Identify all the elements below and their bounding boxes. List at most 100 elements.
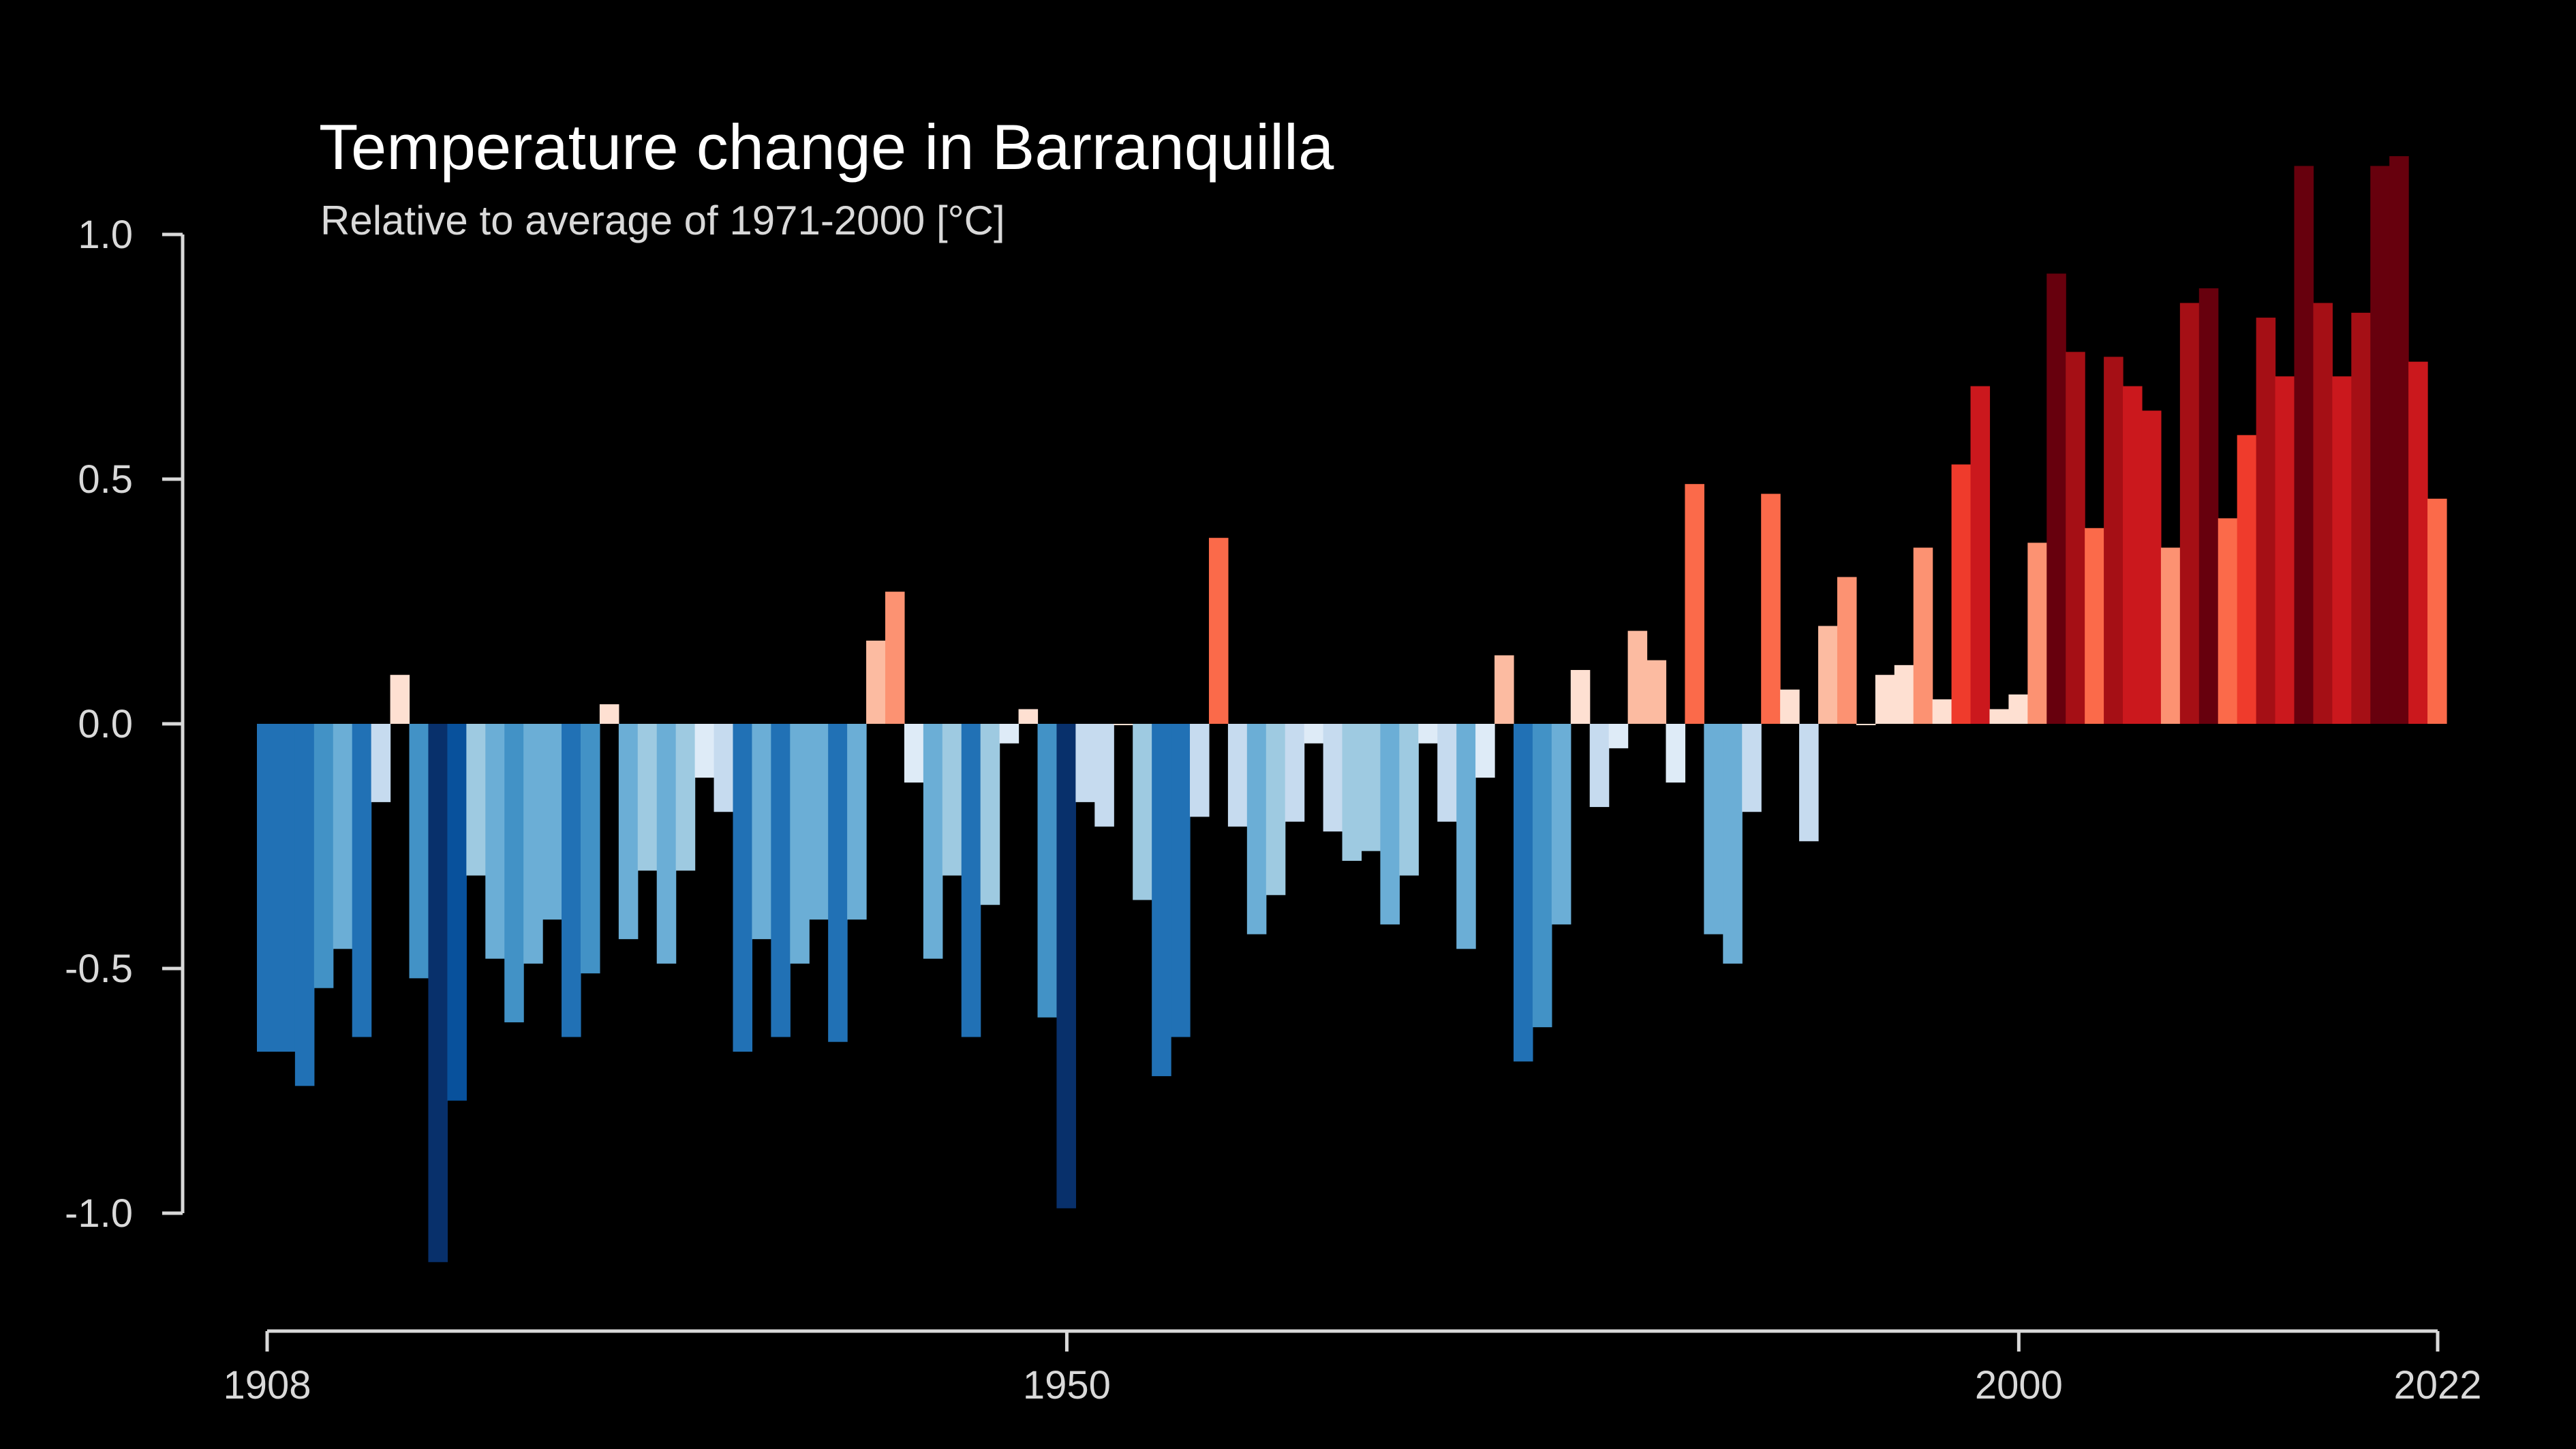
bar-1908	[257, 724, 277, 1052]
bar-1956	[1171, 724, 1191, 1037]
bar-1953	[1114, 724, 1133, 725]
bar-1979	[1608, 724, 1629, 748]
x-tick-label: 2000	[1975, 1363, 2063, 1407]
bar-1998	[1970, 386, 1991, 724]
bar-1923	[542, 724, 562, 920]
bar-1915	[390, 675, 410, 724]
bar-1991	[1837, 577, 1857, 724]
bar-1928	[637, 724, 658, 871]
bar-1990	[1818, 626, 1838, 724]
bar-1988	[1780, 689, 1800, 724]
bar-1943	[923, 724, 943, 959]
bar-1964	[1323, 724, 1343, 832]
bar-1946	[980, 724, 1000, 905]
bar-2022	[2427, 498, 2447, 724]
bar-1958	[1208, 538, 1229, 724]
bar-2018	[2351, 312, 2371, 724]
bar-2001	[2027, 543, 2047, 724]
x-tick-label: 1908	[223, 1363, 311, 1407]
bars-group	[257, 156, 2447, 1262]
bar-1978	[1589, 724, 1610, 808]
bar-1924	[562, 724, 581, 1037]
bar-2019	[2370, 166, 2390, 724]
x-tick-label: 2022	[2393, 1363, 2481, 1407]
bar-2004	[2085, 528, 2104, 724]
bar-1997	[1951, 464, 1972, 724]
bar-1930	[675, 724, 696, 871]
bar-2002	[2046, 273, 2066, 724]
bar-1972	[1475, 724, 1495, 778]
bar-1982	[1666, 724, 1686, 783]
bar-2017	[2332, 376, 2352, 724]
bar-1981	[1646, 660, 1667, 724]
x-axis: 1908 1950 2000 2022	[223, 1329, 2482, 1407]
bar-1929	[656, 724, 677, 964]
bar-1984	[1704, 724, 1723, 934]
bar-1938	[828, 724, 848, 1042]
bar-1947	[999, 724, 1019, 744]
bar-1944	[942, 724, 962, 876]
y-tick-label: 1.0	[78, 213, 133, 257]
bar-1968	[1399, 724, 1419, 876]
bar-1942	[904, 724, 924, 783]
bar-1918	[447, 724, 467, 1101]
bar-1951	[1075, 724, 1095, 802]
bar-1963	[1304, 724, 1324, 744]
bar-2007	[2141, 410, 2162, 724]
bar-1931	[694, 724, 715, 778]
bar-2011	[2218, 518, 2238, 724]
y-tick-label: 0.0	[78, 702, 133, 746]
bar-1967	[1380, 724, 1400, 925]
bar-1912	[333, 724, 353, 949]
bar-1996	[1932, 699, 1952, 724]
bar-1966	[1361, 724, 1381, 851]
bar-1994	[1894, 665, 1914, 724]
bar-1939	[847, 724, 867, 920]
bar-1911	[313, 724, 334, 988]
y-tick-label: -1.0	[65, 1191, 133, 1236]
y-tick-label: -0.5	[65, 947, 133, 991]
bar-1926	[599, 704, 619, 724]
bar-1941	[885, 592, 905, 724]
bar-1974	[1513, 724, 1533, 1062]
y-axis: 1.0 0.5 0.0 -0.5 -1.0	[65, 213, 185, 1236]
bar-1993	[1875, 675, 1895, 724]
bar-1976	[1551, 724, 1571, 925]
bar-2014	[2275, 376, 2295, 724]
bar-2010	[2198, 288, 2219, 724]
bar-1914	[371, 724, 391, 802]
bar-1948	[1018, 709, 1039, 724]
bar-1970	[1437, 724, 1457, 822]
bar-1921	[504, 724, 524, 1022]
bar-1983	[1685, 484, 1704, 724]
bar-1986	[1742, 724, 1762, 812]
bar-1950	[1056, 724, 1076, 1208]
bar-2015	[2294, 166, 2314, 724]
bar-1933	[733, 724, 753, 1052]
bar-2008	[2160, 547, 2181, 724]
bar-1925	[580, 724, 600, 974]
bar-1909	[275, 724, 296, 1052]
bar-1989	[1799, 724, 1819, 842]
chart-subtitle: Relative to average of 1971-2000 [°C]	[320, 198, 1005, 243]
bar-1913	[352, 724, 372, 1037]
bar-2009	[2179, 303, 2200, 724]
bar-1959	[1227, 724, 1248, 827]
bar-1916	[409, 724, 429, 979]
bar-1962	[1285, 724, 1305, 822]
bar-1999	[1989, 709, 2009, 724]
bar-1922	[523, 724, 543, 964]
bar-1917	[428, 724, 448, 1262]
bar-1935	[771, 724, 791, 1037]
bar-1961	[1266, 724, 1286, 896]
bar-2003	[2066, 352, 2085, 724]
bar-1936	[790, 724, 810, 964]
bar-2021	[2408, 361, 2428, 724]
bar-1992	[1856, 724, 1876, 725]
bar-2005	[2104, 356, 2123, 724]
bar-1977	[1570, 670, 1591, 724]
bar-1965	[1342, 724, 1362, 861]
bar-2013	[2256, 318, 2276, 724]
bar-2016	[2313, 303, 2333, 724]
